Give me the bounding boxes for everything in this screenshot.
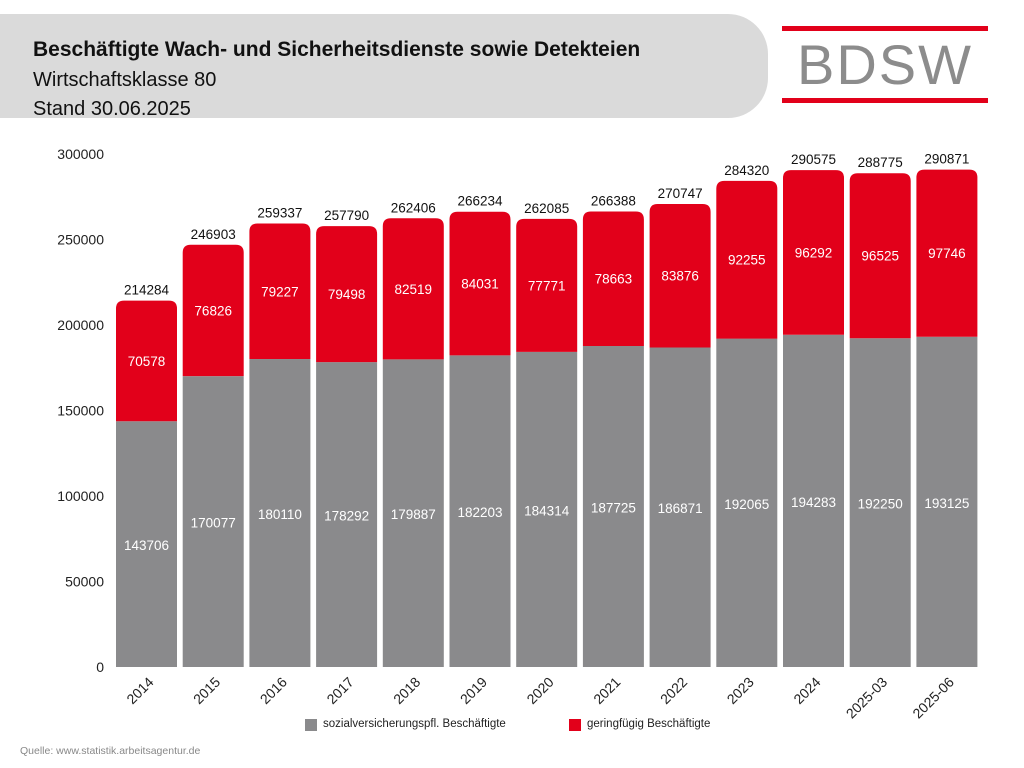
bar-segment-secondary xyxy=(316,226,378,363)
data-label-total: 214284 xyxy=(124,283,170,298)
data-label-secondary: 96292 xyxy=(795,245,833,260)
data-label-primary: 143706 xyxy=(124,538,169,553)
bar-segment-primary xyxy=(716,338,778,667)
logo-bar-top xyxy=(782,26,988,31)
x-tick-label: 2022 xyxy=(657,674,690,707)
bar-segment-secondary xyxy=(783,170,844,335)
data-label-primary: 182203 xyxy=(457,505,502,520)
legend-swatch-primary xyxy=(305,719,317,731)
bar-segment-primary xyxy=(516,351,578,667)
y-tick-label: 100000 xyxy=(57,488,104,504)
bar-segment-secondary xyxy=(849,173,911,339)
x-tick-label: 2016 xyxy=(257,674,290,707)
bar-segment-primary xyxy=(783,334,844,667)
data-label-secondary: 96525 xyxy=(861,249,899,264)
logo-text: BDSW xyxy=(797,33,973,96)
bar-segment-primary xyxy=(849,338,911,667)
data-label-secondary: 78663 xyxy=(595,272,633,287)
x-tick-label: 2019 xyxy=(457,674,490,707)
bar-segment-secondary xyxy=(249,223,311,360)
y-tick-label: 200000 xyxy=(57,317,104,333)
bar-segment-primary xyxy=(449,355,511,667)
data-label-secondary: 84031 xyxy=(461,277,499,292)
x-tick-label: 2021 xyxy=(590,674,623,707)
bar-segment-primary xyxy=(916,336,978,667)
bar-segment-secondary xyxy=(382,218,444,360)
bar-segment-secondary xyxy=(449,211,511,356)
chart-subtitle: Wirtschaftsklasse 80 xyxy=(33,69,217,91)
bdsw-logo: BDSW xyxy=(782,26,988,106)
data-label-secondary: 70578 xyxy=(128,354,166,369)
data-label-primary: 179887 xyxy=(391,507,436,522)
x-tick-label: 2023 xyxy=(724,674,757,707)
chart-date: Stand 30.06.2025 xyxy=(33,98,191,120)
data-label-primary: 187725 xyxy=(591,500,636,515)
x-tick-label: 2024 xyxy=(790,674,823,707)
data-label-secondary: 83876 xyxy=(661,269,699,284)
logo-bar-bottom xyxy=(782,98,988,103)
y-tick-label: 250000 xyxy=(57,232,104,248)
data-label-secondary: 77771 xyxy=(528,278,566,293)
x-tick-label: 2025-06 xyxy=(909,674,957,720)
data-label-total: 266234 xyxy=(457,194,503,209)
data-label-total: 266388 xyxy=(591,193,636,208)
data-label-total: 262085 xyxy=(524,201,569,216)
x-tick-label: 2020 xyxy=(523,674,556,707)
data-label-total: 284320 xyxy=(724,163,769,178)
bar-segment-primary xyxy=(316,362,378,667)
y-tick-label: 0 xyxy=(96,659,104,675)
source-note: Quelle: www.statistik.arbeitsagentur.de xyxy=(20,745,201,757)
data-label-secondary: 79227 xyxy=(261,284,299,299)
data-label-secondary: 82519 xyxy=(395,282,433,297)
x-tick-label: 2014 xyxy=(123,674,156,707)
data-label-total: 259337 xyxy=(257,206,302,221)
stacked-bar-chart: 0 50000 100000 150000 200000 250000 300000 1437… xyxy=(57,146,978,720)
bar-segment-secondary xyxy=(516,218,578,352)
bar-segment-primary xyxy=(582,345,644,667)
legend-label-primary: sozialversicherungspfl. Beschäftigte xyxy=(323,718,506,730)
bar-segment-secondary xyxy=(116,300,177,422)
bar-segment-secondary xyxy=(582,211,644,346)
data-label-secondary: 79498 xyxy=(328,287,366,302)
bar-segment-secondary xyxy=(716,180,778,339)
data-label-primary: 178292 xyxy=(324,509,369,524)
bar-segment-primary xyxy=(182,376,244,667)
y-tick-label: 50000 xyxy=(65,574,104,590)
data-label-primary: 194283 xyxy=(791,495,836,510)
data-label-secondary: 92255 xyxy=(728,253,766,268)
bar-segment-primary xyxy=(116,421,177,667)
data-label-primary: 186871 xyxy=(658,501,703,516)
data-label-total: 290575 xyxy=(791,152,836,167)
data-label-total: 262406 xyxy=(391,200,436,215)
data-label-total: 246903 xyxy=(191,227,236,242)
data-label-total: 270747 xyxy=(658,186,703,201)
legend-swatch-secondary xyxy=(569,719,581,731)
x-tick-label: 2018 xyxy=(390,674,423,707)
data-label-primary: 192065 xyxy=(724,497,769,512)
data-label-secondary: 76826 xyxy=(194,303,232,318)
header-panel: Beschäftigte Wach- und Sicherheitsdienst… xyxy=(0,14,768,120)
bar-segment-primary xyxy=(249,359,311,667)
bar-segment-secondary xyxy=(182,244,244,377)
data-label-secondary: 97746 xyxy=(928,246,966,261)
bar-segment-primary xyxy=(382,359,444,667)
y-tick-label: 300000 xyxy=(57,146,104,162)
data-label-primary: 184314 xyxy=(524,503,570,518)
data-label-primary: 193125 xyxy=(924,496,969,511)
data-label-primary: 180110 xyxy=(258,507,302,522)
data-label-primary: 192250 xyxy=(858,497,903,512)
data-label-total: 290871 xyxy=(924,152,969,167)
x-tick-label: 2015 xyxy=(190,674,223,707)
data-label-primary: 170077 xyxy=(191,516,236,531)
legend-label-secondary: geringfügig Beschäftigte xyxy=(587,718,711,730)
x-tick-label: 2017 xyxy=(323,674,356,707)
bar-segment-primary xyxy=(649,347,711,667)
data-label-total: 288775 xyxy=(858,155,903,170)
bar-segment-secondary xyxy=(916,169,978,337)
data-label-total: 257790 xyxy=(324,208,369,223)
bar-segment-secondary xyxy=(649,204,711,348)
y-tick-label: 150000 xyxy=(57,403,104,419)
x-tick-label: 2025-03 xyxy=(843,674,891,720)
chart-title: Beschäftigte Wach- und Sicherheitsdienst… xyxy=(33,38,641,61)
